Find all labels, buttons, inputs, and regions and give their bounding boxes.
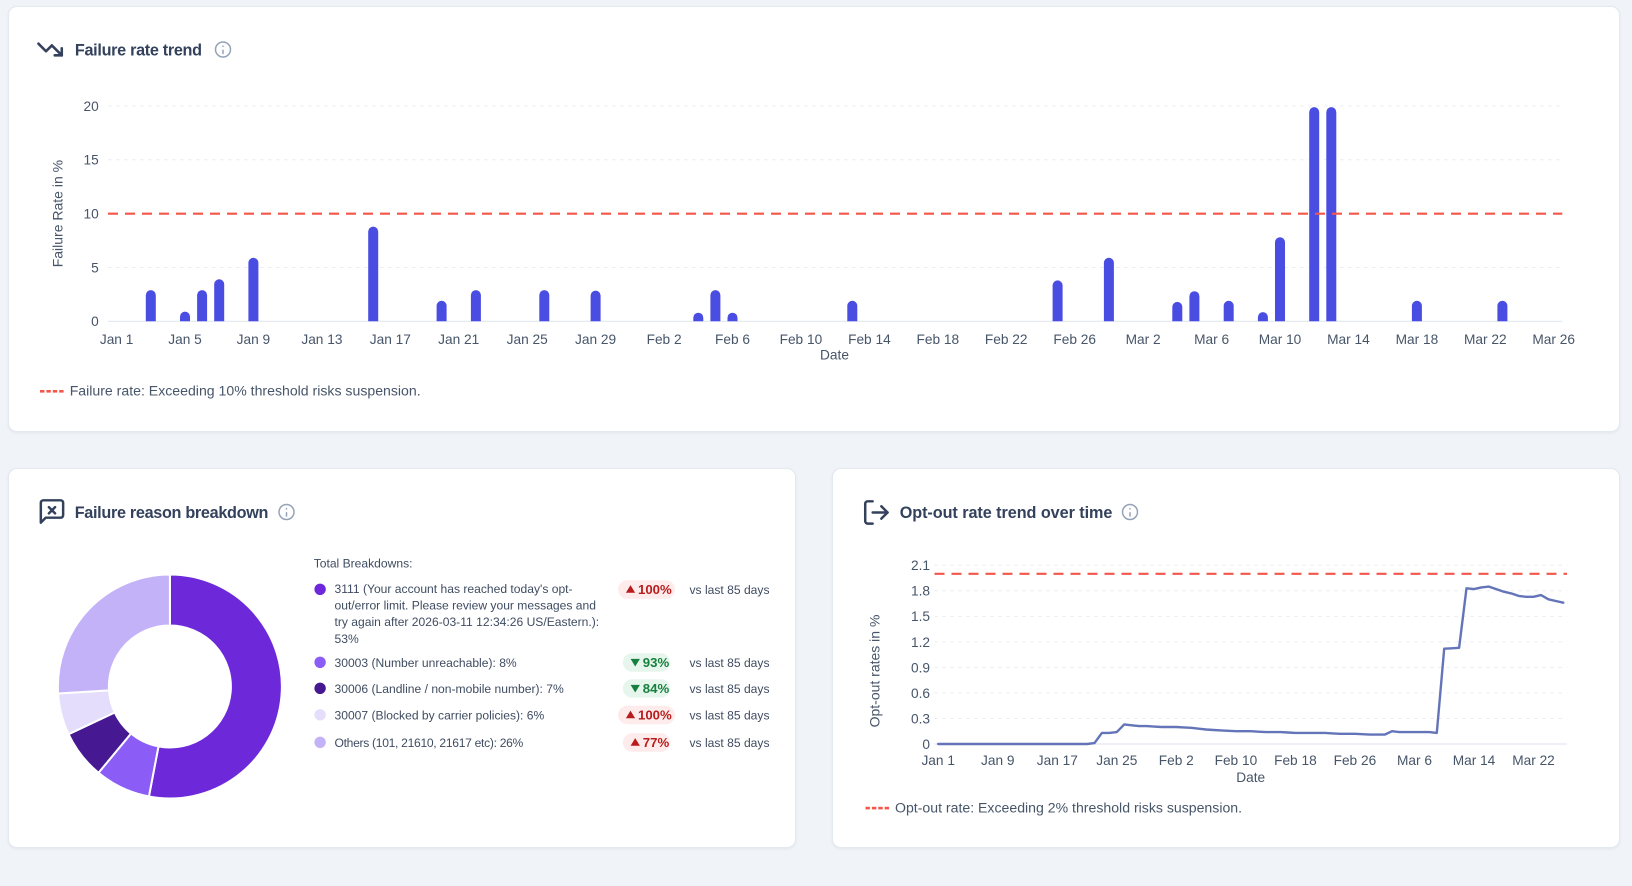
svg-text:Failure Rate in %: Failure Rate in %: [49, 160, 65, 267]
svg-text:Feb 2: Feb 2: [1159, 753, 1194, 768]
svg-text:0: 0: [91, 314, 99, 329]
svg-text:try again after 2026-03-11 12:: try again after 2026-03-11 12:34:26 US/E…: [334, 615, 599, 629]
svg-text:1.8: 1.8: [911, 584, 930, 599]
svg-text:Failure rate trend: Failure rate trend: [74, 42, 201, 60]
svg-text:Feb 26: Feb 26: [1334, 753, 1377, 768]
svg-text:Feb 18: Feb 18: [916, 332, 959, 347]
svg-text:30006 (Landline / non-mobile n: 30006 (Landline / non-mobile number): 7%: [334, 682, 563, 696]
svg-text:0.9: 0.9: [911, 660, 930, 675]
svg-text:Jan 17: Jan 17: [369, 332, 410, 347]
svg-text:Mar 6: Mar 6: [1397, 753, 1432, 768]
svg-text:0: 0: [922, 737, 930, 752]
svg-text:10: 10: [83, 207, 99, 222]
svg-text:Feb 14: Feb 14: [848, 332, 891, 347]
svg-text:Mar 22: Mar 22: [1512, 753, 1555, 768]
svg-text:5: 5: [91, 260, 99, 275]
svg-text:100%: 100%: [638, 708, 672, 723]
svg-text:Feb 18: Feb 18: [1274, 753, 1317, 768]
svg-text:100%: 100%: [638, 582, 672, 597]
svg-text:Mar 2: Mar 2: [1125, 332, 1160, 347]
svg-text:30003 (Number unreachable): 8%: 30003 (Number unreachable): 8%: [334, 656, 516, 670]
svg-text:Date: Date: [820, 348, 849, 363]
svg-text:Feb 10: Feb 10: [779, 332, 822, 347]
svg-text:Others (101, 21610, 21617 etc): Others (101, 21610, 21617 etc): 26%: [334, 736, 523, 750]
svg-text:Jan 25: Jan 25: [1096, 753, 1137, 768]
svg-text:vs last 85 days: vs last 85 days: [689, 736, 769, 750]
svg-text:vs last 85 days: vs last 85 days: [689, 682, 769, 696]
svg-text:Jan 29: Jan 29: [575, 332, 616, 347]
svg-text:vs last 85 days: vs last 85 days: [689, 656, 769, 670]
svg-text:0.3: 0.3: [911, 711, 930, 726]
svg-text:vs last 85 days: vs last 85 days: [689, 583, 769, 597]
svg-text:15: 15: [83, 153, 99, 168]
svg-text:Jan 21: Jan 21: [438, 332, 479, 347]
svg-text:vs last 85 days: vs last 85 days: [689, 708, 769, 722]
svg-text:Mar 18: Mar 18: [1395, 332, 1438, 347]
svg-text:Jan 1: Jan 1: [921, 753, 954, 768]
svg-text:Opt-out rate trend over time: Opt-out rate trend over time: [900, 504, 1113, 522]
svg-text:Feb 2: Feb 2: [646, 332, 681, 347]
svg-text:Jan 5: Jan 5: [168, 332, 202, 347]
svg-text:Jan 17: Jan 17: [1037, 753, 1078, 768]
svg-text:Mar 14: Mar 14: [1453, 753, 1496, 768]
svg-text:Jan 9: Jan 9: [236, 332, 269, 347]
svg-text:Jan 1: Jan 1: [99, 332, 132, 347]
svg-text:0.6: 0.6: [911, 686, 930, 701]
svg-text:Jan 13: Jan 13: [301, 332, 342, 347]
svg-text:84%: 84%: [642, 681, 669, 696]
svg-text:1.2: 1.2: [911, 635, 930, 650]
svg-text:30007 (Blocked by carrier poli: 30007 (Blocked by carrier policies): 6%: [334, 708, 544, 722]
svg-text:Jan 25: Jan 25: [506, 332, 547, 347]
svg-text:Feb 6: Feb 6: [714, 332, 749, 347]
svg-text:Feb 10: Feb 10: [1215, 753, 1258, 768]
svg-text:Opt-out rates in %: Opt-out rates in %: [867, 615, 883, 728]
svg-text:2.1: 2.1: [911, 558, 930, 573]
svg-text:Opt-out rate: Exceeding 2% thr: Opt-out rate: Exceeding 2% threshold ris…: [895, 799, 1242, 815]
svg-text:3111 (Your account has reached: 3111 (Your account has reached today's o…: [334, 582, 572, 596]
svg-text:Mar 26: Mar 26: [1532, 332, 1575, 347]
svg-text:Mar 6: Mar 6: [1194, 332, 1229, 347]
svg-text:77%: 77%: [642, 735, 669, 750]
svg-text:Mar 10: Mar 10: [1258, 332, 1301, 347]
svg-text:Failure reason breakdown: Failure reason breakdown: [74, 504, 267, 522]
svg-text:Mar 22: Mar 22: [1463, 332, 1506, 347]
svg-text:Failure rate: Exceeding 10% th: Failure rate: Exceeding 10% threshold ri…: [69, 383, 420, 399]
svg-text:53%: 53%: [334, 632, 358, 646]
svg-text:20: 20: [83, 99, 99, 114]
svg-text:1.5: 1.5: [911, 609, 930, 624]
svg-text:Mar 14: Mar 14: [1327, 332, 1370, 347]
svg-text:Feb 22: Feb 22: [984, 332, 1027, 347]
svg-text:Feb 26: Feb 26: [1053, 332, 1096, 347]
svg-text:93%: 93%: [642, 655, 669, 670]
svg-text:Total Breakdowns:: Total Breakdowns:: [313, 556, 412, 570]
svg-text:Date: Date: [1236, 770, 1265, 785]
svg-text:Jan 9: Jan 9: [981, 753, 1014, 768]
svg-text:out/error limit. Please review: out/error limit. Please review your mess…: [334, 599, 595, 613]
